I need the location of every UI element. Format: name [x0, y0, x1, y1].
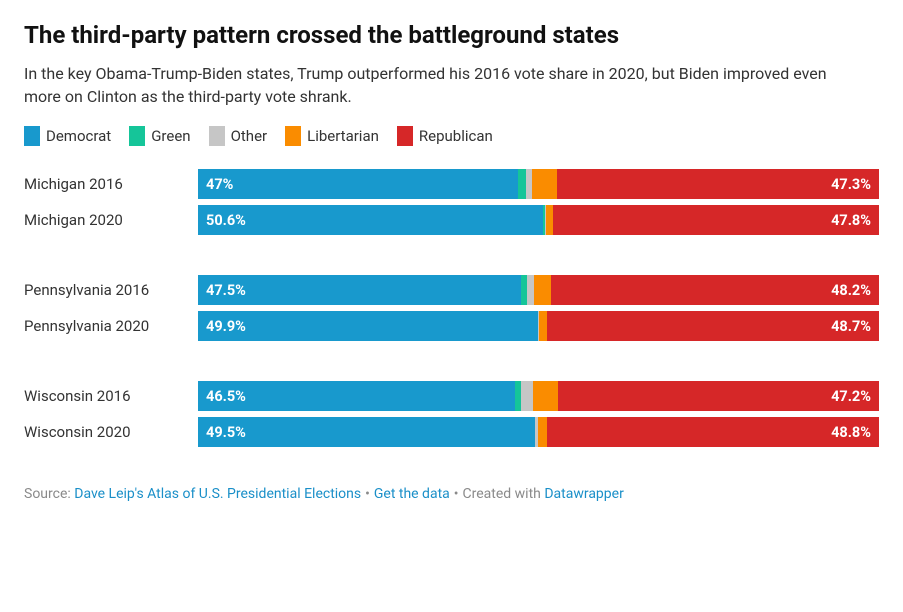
- separator-dot: •: [365, 486, 370, 502]
- stacked-bar: 49.9% 48.7%: [198, 311, 879, 341]
- row-label: Wisconsin 2020: [24, 423, 198, 441]
- chart-row: Pennsylvania 2020 49.9% 48.7%: [24, 308, 879, 344]
- segment-value-label: 49.5%: [206, 424, 246, 441]
- segment-value-label: 47.8%: [831, 212, 871, 229]
- segment-value-label: 48.8%: [831, 424, 871, 441]
- bar-segment: 48.7%: [547, 311, 879, 341]
- bar-segment: [539, 311, 547, 341]
- stacked-bar: 47% 47.3%: [198, 169, 879, 199]
- chart-group: Michigan 2016 47% 47.3% Michigan 2020 50.6% 4…: [24, 166, 879, 238]
- legend-label: Green: [151, 127, 190, 145]
- source-link[interactable]: Dave Leip's Atlas of U.S. Presidential E…: [74, 486, 361, 502]
- segment-value-label: 47%: [206, 176, 233, 193]
- stacked-bar: 46.5% 47.2%: [198, 381, 879, 411]
- legend-swatch: [209, 126, 225, 146]
- chart-subtitle: In the key Obama-Trump-Biden states, Tru…: [24, 62, 844, 108]
- bar-segment: [532, 169, 557, 199]
- bar-segment: 47.3%: [557, 169, 879, 199]
- bar-segment: [533, 381, 558, 411]
- get-data-link[interactable]: Get the data: [374, 486, 450, 502]
- bar-segment: 48.2%: [551, 275, 879, 305]
- bar-segment: [518, 169, 525, 199]
- stacked-bar-chart: Michigan 2016 47% 47.3% Michigan 2020 50.6% 4…: [24, 166, 879, 478]
- stacked-bar: 50.6% 47.8%: [198, 205, 879, 235]
- chart-row: Wisconsin 2016 46.5% 47.2%: [24, 378, 879, 414]
- bar-segment: 50.6%: [198, 205, 543, 235]
- bar-segment: 49.9%: [198, 311, 538, 341]
- segment-value-label: 50.6%: [206, 212, 246, 229]
- legend-swatch: [129, 126, 145, 146]
- chart-group: Wisconsin 201646.5%47.2%Wisconsin 202049…: [24, 378, 879, 450]
- bar-segment: [515, 381, 522, 411]
- bar-segment: 47.5%: [198, 275, 521, 305]
- legend-item: Other: [209, 126, 268, 146]
- legend-label: Democrat: [46, 127, 111, 145]
- row-label: Michigan 2020: [24, 211, 198, 229]
- segment-value-label: 49.9%: [206, 318, 246, 335]
- bar-segment: [538, 417, 546, 447]
- bar-segment: 47%: [198, 169, 518, 199]
- bar-segment: 48.8%: [547, 417, 879, 447]
- segment-value-label: 47.3%: [831, 176, 871, 193]
- legend-item: Republican: [397, 126, 493, 146]
- legend-item: Democrat: [24, 126, 111, 146]
- segment-value-label: 48.2%: [831, 282, 871, 299]
- row-label: Michigan 2016: [24, 175, 198, 193]
- legend-label: Republican: [419, 127, 493, 145]
- legend-item: Libertarian: [285, 126, 379, 146]
- row-label: Pennsylvania 2016: [24, 281, 198, 299]
- source-prefix: Source:: [24, 486, 74, 502]
- chart-group: Pennsylvania 201647.5%48.2%Pennsylvania …: [24, 272, 879, 344]
- stacked-bar: 47.5% 48.2%: [198, 275, 879, 305]
- stacked-bar: 49.5% 48.8%: [198, 417, 879, 447]
- bar-segment: [527, 275, 534, 305]
- legend-label: Other: [231, 127, 268, 145]
- chart-row: Wisconsin 2020 49.5% 48.8%: [24, 414, 879, 450]
- legend-swatch: [397, 126, 413, 146]
- chart-row: Pennsylvania 2016 47.5% 48.2%: [24, 272, 879, 308]
- bar-segment: 49.5%: [198, 417, 535, 447]
- legend: Democrat Green Other Libertarian Republican: [24, 126, 879, 146]
- row-label: Wisconsin 2016: [24, 387, 198, 405]
- chart-row: Michigan 2016 47% 47.3%: [24, 166, 879, 202]
- segment-value-label: 47.5%: [206, 282, 246, 299]
- legend-swatch: [24, 126, 40, 146]
- bar-segment: [521, 381, 533, 411]
- chart-title: The third-party pattern crossed the batt…: [24, 20, 879, 50]
- bar-segment: [534, 275, 550, 305]
- bar-segment: [526, 169, 533, 199]
- legend-label: Libertarian: [307, 127, 379, 145]
- created-prefix: Created with: [463, 486, 545, 502]
- segment-value-label: 48.7%: [831, 318, 871, 335]
- chart-footer: Source: Dave Leip's Atlas of U.S. Presid…: [24, 486, 879, 502]
- row-label: Pennsylvania 2020: [24, 317, 198, 335]
- bar-segment: 47.8%: [553, 205, 879, 235]
- legend-item: Green: [129, 126, 190, 146]
- bar-segment: [546, 205, 553, 235]
- bar-segment: 47.2%: [558, 381, 879, 411]
- segment-value-label: 47.2%: [831, 388, 871, 405]
- separator-dot: •: [454, 486, 459, 502]
- segment-value-label: 46.5%: [206, 388, 246, 405]
- datawrapper-link[interactable]: Datawrapper: [544, 486, 624, 502]
- bar-segment: 46.5%: [198, 381, 515, 411]
- legend-swatch: [285, 126, 301, 146]
- chart-row: Michigan 2020 50.6% 47.8%: [24, 202, 879, 238]
